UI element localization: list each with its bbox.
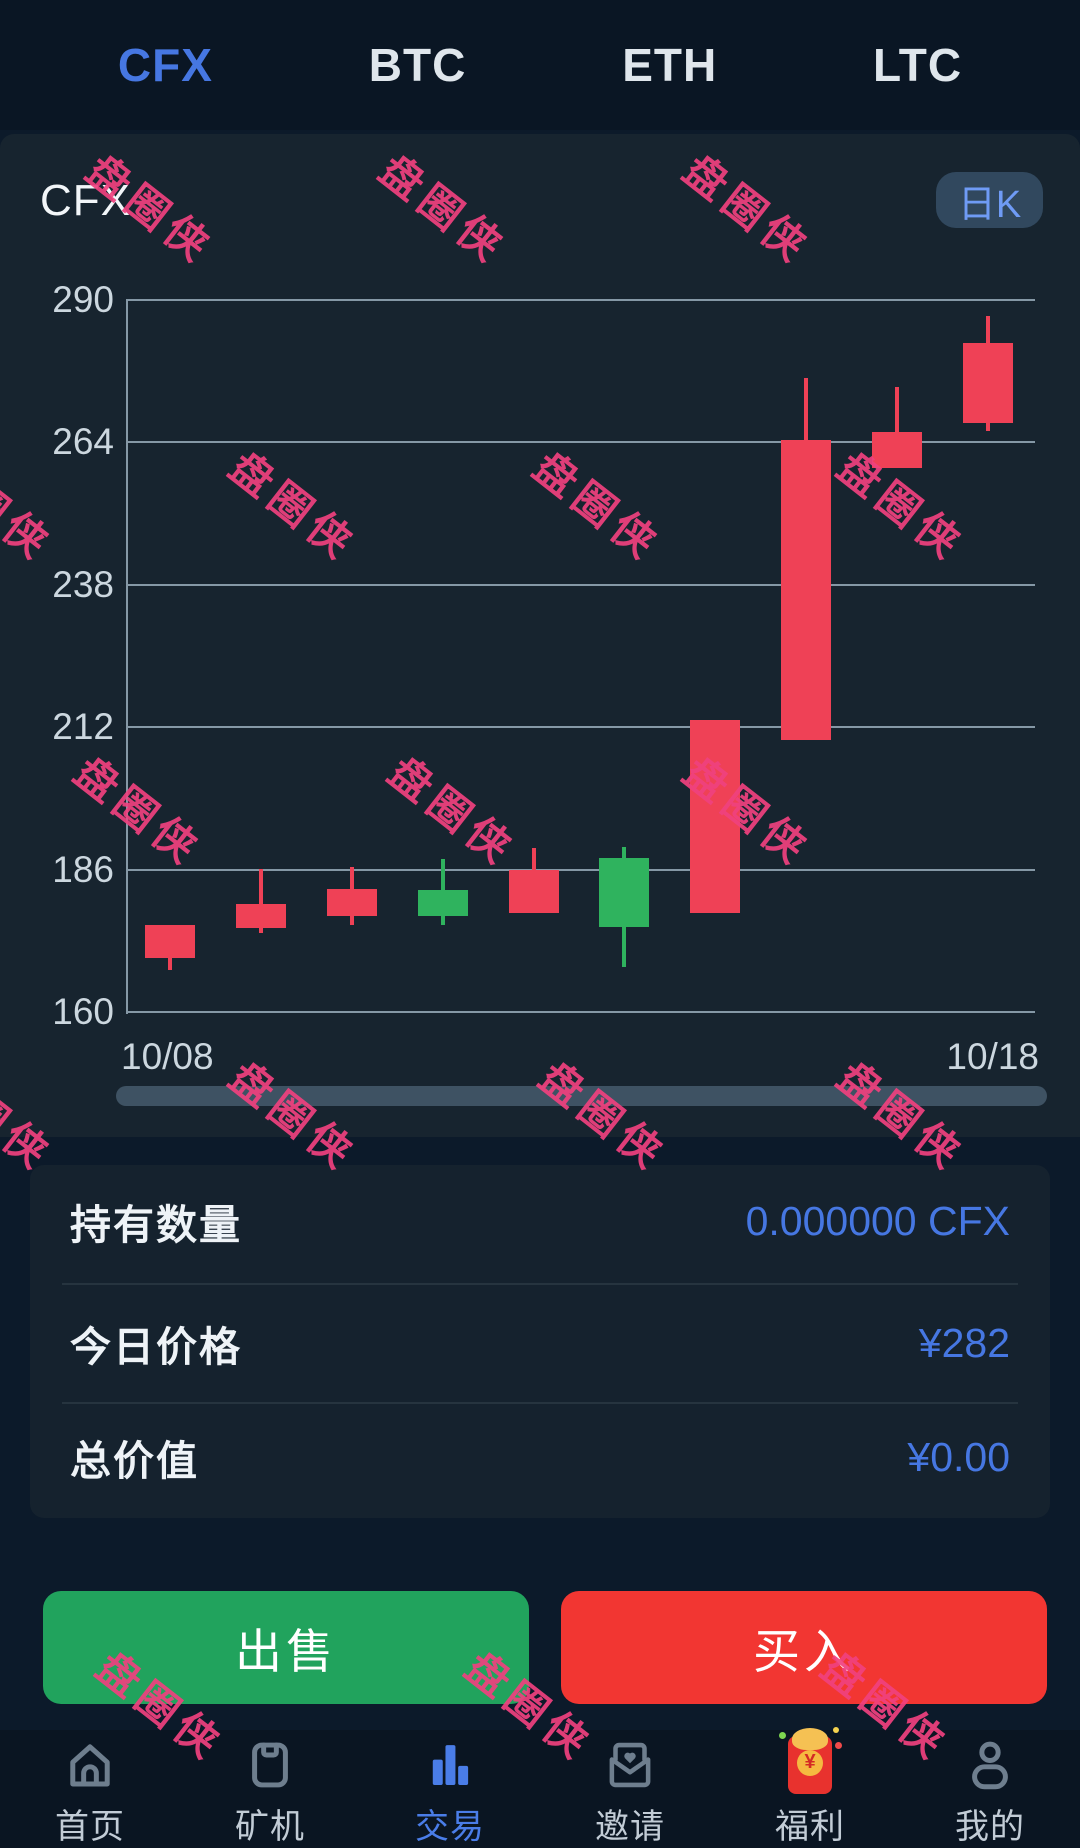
candle (872, 431, 923, 468)
kline-period-button[interactable]: 日K (936, 172, 1043, 228)
x-axis-label-end: 10/18 (946, 1036, 1039, 1077)
nav-item-trade[interactable]: 交易 (360, 1730, 540, 1848)
nav-item-miner[interactable]: 矿机 (180, 1730, 360, 1848)
holdings-amount-row: 持有数量 0.000000 CFX (70, 1191, 1010, 1251)
gridline (126, 1011, 1035, 1013)
candle-wick (258, 868, 263, 934)
red-packet-icon: ¥ (779, 1726, 842, 1795)
tab-eth[interactable]: ETH (622, 39, 718, 91)
candle (963, 342, 1013, 423)
profile-icon (959, 1734, 1021, 1795)
miner-icon (239, 1734, 301, 1795)
y-axis-line (126, 300, 128, 1014)
nav-label-home: 首页 (55, 1808, 125, 1846)
tab-ltc[interactable]: LTC (873, 39, 963, 91)
trade-chart-icon (419, 1734, 481, 1795)
nav-item-profile[interactable]: 我的 (900, 1730, 1080, 1848)
candle-wick (895, 386, 900, 468)
invite-envelope-icon (599, 1734, 661, 1795)
gold-cloud (792, 1727, 828, 1750)
candle (781, 439, 832, 741)
yuan-coin: ¥ (797, 1749, 823, 1776)
holdings-card (30, 1165, 1050, 1518)
candle (145, 925, 195, 959)
candle (417, 890, 468, 916)
nav-item-benefits[interactable]: ¥ 福利 (720, 1726, 900, 1848)
y-axis-tick: 160 (52, 991, 114, 1032)
divider (62, 1283, 1018, 1285)
nav-label-benefits: 福利 (775, 1808, 845, 1846)
gridline (126, 868, 1035, 871)
candle (599, 857, 650, 928)
candle (235, 903, 286, 929)
divider (62, 1402, 1018, 1404)
nav-label-invite: 邀请 (595, 1808, 665, 1846)
nav-label-miner: 矿机 (235, 1808, 305, 1846)
candle (508, 869, 559, 914)
gridline (126, 583, 1035, 586)
gridline (126, 299, 1035, 301)
today-price-value: ¥282 (918, 1319, 1010, 1366)
chart-scrollbar[interactable] (116, 1086, 1047, 1106)
y-axis-tick: 290 (52, 279, 114, 320)
chart-coin-title: CFX (40, 176, 131, 225)
y-axis-tick: 212 (52, 706, 114, 748)
total-value-label: 总价值 (70, 1438, 199, 1484)
buy-button[interactable]: 买入 (561, 1591, 1047, 1704)
gridline (126, 726, 1035, 729)
candle (690, 720, 741, 914)
kline-chart-card (0, 134, 1080, 1137)
gridline (126, 441, 1035, 444)
tab-cfx[interactable]: CFX (117, 39, 213, 91)
x-axis-label-start: 10/08 (121, 1036, 214, 1077)
sell-button[interactable]: 出售 (43, 1591, 529, 1704)
tab-btc[interactable]: BTC (368, 39, 467, 91)
nav-item-home[interactable]: 首页 (0, 1730, 180, 1848)
home-icon (59, 1734, 121, 1795)
coin-tabbar: CFX BTC ETH LTC (0, 0, 1080, 130)
nav-label-trade: 交易 (415, 1808, 485, 1846)
bottom-navbar: 首页 矿机 交易 (0, 1726, 1080, 1848)
y-axis-tick: 238 (52, 563, 114, 605)
holdings-amount-label: 持有数量 (70, 1202, 242, 1248)
today-price-label: 今日价格 (70, 1324, 242, 1370)
nav-item-invite[interactable]: 邀请 (540, 1730, 720, 1848)
total-value-value: ¥0.00 (907, 1433, 1010, 1480)
holdings-amount-value: 0.000000 CFX (745, 1197, 1010, 1244)
nav-label-profile: 我的 (955, 1808, 1025, 1846)
y-axis-tick: 186 (52, 848, 114, 890)
y-axis-tick: 264 (52, 421, 114, 463)
today-price-row: 今日价格 ¥282 (70, 1313, 1010, 1373)
candle (326, 888, 377, 916)
total-value-row: 总价值 ¥0.00 (70, 1427, 1010, 1487)
